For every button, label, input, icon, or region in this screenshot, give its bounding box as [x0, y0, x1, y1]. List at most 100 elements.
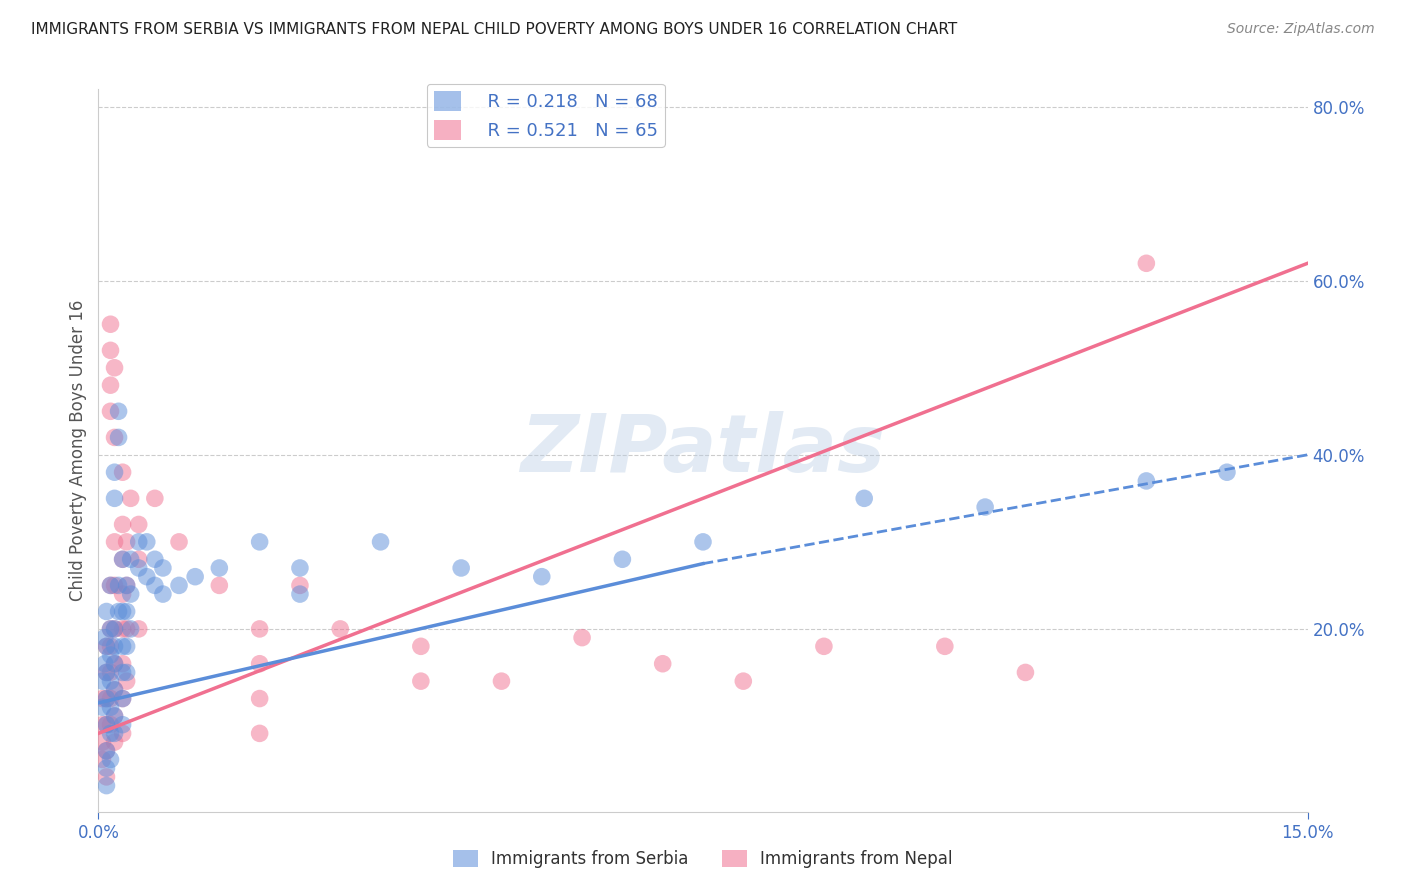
Point — [450, 561, 472, 575]
Point — [100, 726, 122, 740]
Point — [103, 430, 125, 444]
Point — [96, 761, 118, 775]
Point — [100, 343, 122, 358]
Point — [128, 517, 150, 532]
Point — [135, 534, 157, 549]
Point — [120, 622, 142, 636]
Point — [111, 605, 134, 619]
Point — [115, 674, 138, 689]
Point — [91, 700, 114, 714]
Point — [100, 752, 122, 766]
Point — [100, 578, 122, 592]
Point — [152, 587, 174, 601]
Point — [571, 631, 593, 645]
Point — [94, 631, 117, 645]
Point — [167, 534, 190, 549]
Point — [96, 770, 118, 784]
Point — [96, 640, 118, 654]
Point — [96, 744, 118, 758]
Point — [853, 491, 876, 506]
Point — [111, 691, 134, 706]
Point — [370, 534, 392, 549]
Point — [96, 605, 118, 619]
Point — [107, 578, 129, 592]
Point — [103, 491, 125, 506]
Point — [733, 674, 755, 689]
Point — [651, 657, 673, 671]
Point — [111, 691, 134, 706]
Text: Source: ZipAtlas.com: Source: ZipAtlas.com — [1227, 22, 1375, 37]
Point — [288, 587, 311, 601]
Point — [100, 665, 122, 680]
Point — [115, 578, 138, 592]
Text: IMMIGRANTS FROM SERBIA VS IMMIGRANTS FROM NEPAL CHILD POVERTY AMONG BOYS UNDER 1: IMMIGRANTS FROM SERBIA VS IMMIGRANTS FRO… — [31, 22, 957, 37]
Point — [103, 622, 125, 636]
Point — [249, 622, 271, 636]
Point — [103, 657, 125, 671]
Point — [115, 578, 138, 592]
Point — [530, 570, 553, 584]
Point — [491, 674, 513, 689]
Point — [128, 622, 150, 636]
Point — [934, 640, 956, 654]
Point — [100, 578, 122, 592]
Point — [96, 665, 118, 680]
Point — [100, 640, 122, 654]
Point — [96, 717, 118, 731]
Legend:   R = 0.218   N = 68,   R = 0.521   N = 65: R = 0.218 N = 68, R = 0.521 N = 65 — [427, 84, 665, 147]
Point — [103, 578, 125, 592]
Point — [135, 570, 157, 584]
Point — [111, 552, 134, 566]
Point — [249, 534, 271, 549]
Point — [103, 682, 125, 697]
Point — [974, 500, 997, 514]
Point — [120, 552, 142, 566]
Point — [100, 378, 122, 392]
Point — [91, 674, 114, 689]
Point — [100, 648, 122, 662]
Point — [103, 709, 125, 723]
Point — [409, 640, 432, 654]
Point — [107, 430, 129, 444]
Point — [115, 605, 138, 619]
Point — [111, 665, 134, 680]
Point — [208, 578, 231, 592]
Point — [96, 665, 118, 680]
Point — [111, 552, 134, 566]
Point — [813, 640, 835, 654]
Point — [100, 317, 122, 331]
Point — [111, 587, 134, 601]
Point — [143, 578, 166, 592]
Point — [249, 726, 271, 740]
Point — [111, 717, 134, 731]
Point — [103, 534, 125, 549]
Point — [103, 622, 125, 636]
Point — [128, 534, 150, 549]
Point — [692, 534, 714, 549]
Point — [120, 587, 142, 601]
Point — [249, 657, 271, 671]
Point — [96, 691, 118, 706]
Legend: Immigrants from Serbia, Immigrants from Nepal: Immigrants from Serbia, Immigrants from … — [446, 843, 960, 875]
Point — [100, 622, 122, 636]
Point — [1216, 465, 1239, 479]
Point — [152, 561, 174, 575]
Point — [94, 657, 117, 671]
Point — [111, 465, 134, 479]
Point — [103, 360, 125, 375]
Point — [96, 640, 118, 654]
Point — [91, 735, 114, 749]
Point — [120, 491, 142, 506]
Point — [288, 561, 311, 575]
Point — [1135, 256, 1157, 270]
Point — [115, 640, 138, 654]
Point — [409, 674, 432, 689]
Point — [107, 605, 129, 619]
Y-axis label: Child Poverty Among Boys Under 16: Child Poverty Among Boys Under 16 — [69, 300, 87, 601]
Point — [100, 622, 122, 636]
Point — [100, 691, 122, 706]
Point — [96, 717, 118, 731]
Point — [100, 674, 122, 689]
Point — [115, 622, 138, 636]
Point — [1014, 665, 1036, 680]
